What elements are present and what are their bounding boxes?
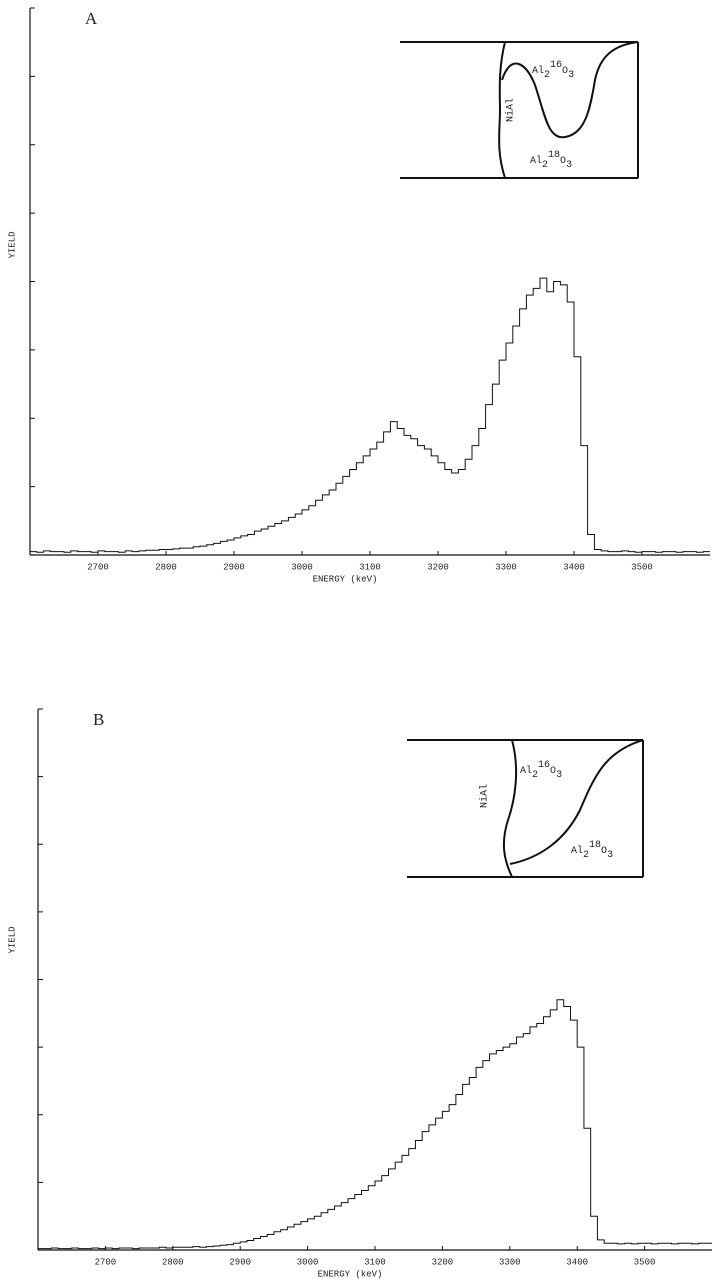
isotope-boundary [509, 739, 644, 865]
interface-curve [502, 739, 518, 878]
x-tick-label: 2900 [223, 562, 245, 572]
panel-label: B [93, 710, 104, 729]
x-tick-label: 2700 [95, 1257, 117, 1267]
spectrum-line [38, 999, 712, 1250]
x-tick-label: 3300 [495, 562, 517, 572]
x-tick-label: 3100 [359, 562, 381, 572]
x-tick-label: 3000 [291, 562, 313, 572]
isotope-boundary [501, 41, 639, 139]
inset-label: Al216O3 [520, 760, 562, 781]
x-tick-label: 3400 [563, 562, 585, 572]
inset-label: Al218O3 [530, 150, 572, 171]
y-axis-label: YIELD [7, 231, 17, 258]
x-tick-label: 3500 [631, 562, 653, 572]
x-tick-label: 3500 [634, 1257, 656, 1267]
x-tick-label: 3100 [364, 1257, 386, 1267]
x-tick-label: 3300 [499, 1257, 521, 1267]
inset-label: NiAl [479, 784, 491, 808]
x-tick-label: 3000 [297, 1257, 319, 1267]
inset-diagram: NiAl Al216O3 Al218O3 [407, 739, 644, 878]
spectrum-line [30, 277, 710, 553]
x-tick-label: 2800 [155, 562, 177, 572]
x-tick-label: 3200 [427, 562, 449, 572]
panel-label: A [85, 9, 98, 28]
y-axis-label: YIELD [7, 926, 17, 953]
x-axis-label: ENERGY (keV) [318, 1269, 383, 1279]
inset-label: Al218O3 [571, 840, 613, 861]
inset-label: Al216O3 [532, 60, 574, 81]
x-axis-label: ENERGY (keV) [313, 574, 378, 584]
inset-label: NiAl [505, 98, 517, 122]
x-tick-label: 2800 [162, 1257, 184, 1267]
x-tick-label: 2900 [229, 1257, 251, 1267]
interface-curve [498, 41, 506, 179]
x-tick-label: 3200 [432, 1257, 454, 1267]
x-tick-label: 3400 [566, 1257, 588, 1267]
x-tick-label: 2700 [87, 562, 109, 572]
inset-diagram: NiAl Al216O3 Al218O3 [400, 41, 639, 179]
